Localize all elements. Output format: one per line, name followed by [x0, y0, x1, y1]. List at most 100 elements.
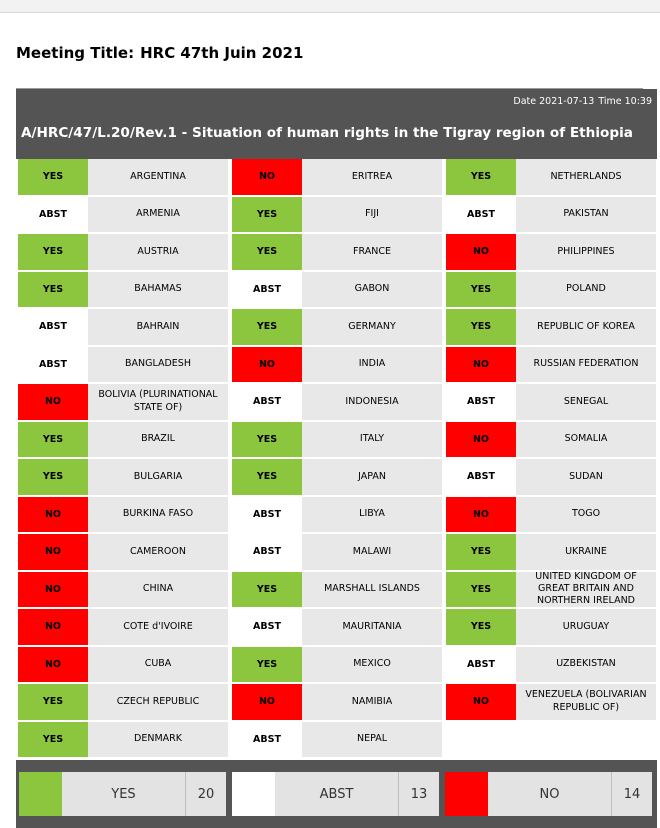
vote-cell: ABST: [18, 309, 88, 345]
vote-cell: NO: [18, 534, 88, 570]
country-name: CZECH REPUBLIC: [88, 684, 228, 720]
country-name: DENMARK: [88, 721, 228, 757]
vote-cell: NO: [232, 159, 302, 195]
vote-cell: ABST: [232, 496, 302, 532]
vote-totals-bar: YES 20 ABST 13 NO 14: [16, 760, 657, 828]
vote-cell: NO: [446, 421, 516, 457]
country-name: SUDAN: [516, 459, 656, 495]
country-name: INDONESIA: [302, 384, 442, 420]
vote-row: YES BAHAMAS ABST GABON YES POLAND: [16, 271, 657, 310]
country-name: JAPAN: [302, 459, 442, 495]
vote-cell: ABST: [18, 346, 88, 382]
country-name: CAMEROON: [88, 534, 228, 570]
vote-cell: NO: [446, 684, 516, 720]
vote-row: YES CZECH REPUBLIC NO NAMIBIA NO VENEZUELA (B…: [16, 684, 657, 722]
vote-cell: NO: [18, 571, 88, 607]
country-name: BULGARIA: [88, 459, 228, 495]
country-name: COTE d'IVOIRE: [88, 609, 228, 645]
vote-row: ABST ARMENIA YES FIJI ABST PAKISTAN: [16, 196, 657, 235]
country-name: BAHRAIN: [88, 309, 228, 345]
yes-total-count: 20: [185, 772, 226, 816]
vote-cell: YES: [446, 571, 516, 607]
vote-cell: YES: [18, 159, 88, 195]
vote-cell: ABST: [446, 459, 516, 495]
vote-cell: ABST: [446, 646, 516, 682]
vote-cell: NO: [18, 646, 88, 682]
country-name: CHINA: [88, 571, 228, 607]
vote-date: Date 2021-07-13: [513, 96, 595, 107]
country-name: POLAND: [516, 271, 656, 307]
vote-cell: NO: [446, 234, 516, 270]
country-name: GERMANY: [302, 309, 442, 345]
vote-cell: NO: [446, 346, 516, 382]
country-name: ARMENIA: [88, 196, 228, 232]
country-name: MAURITANIA: [302, 609, 442, 645]
country-name: NAMIBIA: [302, 684, 442, 720]
vote-cell: NO: [18, 609, 88, 645]
vote-row: NO CAMEROON ABST MALAWI YES UKRAINE: [16, 534, 657, 572]
country-name: REPUBLIC OF KOREA: [516, 309, 656, 345]
vote-row: YES AUSTRIA YES FRANCE NO PHILIPPINES: [16, 234, 657, 272]
country-name: CUBA: [88, 646, 228, 682]
country-name: VENEZUELA (BOLIVARIAN REPUBLIC OF): [516, 684, 656, 720]
vote-cell: ABST: [446, 384, 516, 420]
vote-row: NO CUBA YES MEXICO ABST UZBEKISTAN: [16, 646, 657, 685]
vote-cell: ABST: [232, 721, 302, 757]
vote-cell: ABST: [232, 271, 302, 307]
abst-total-label: ABST: [275, 772, 398, 816]
vote-row: NO BURKINA FASO ABST LIBYA NO TOGO: [16, 496, 657, 535]
meeting-title-label: Meeting Title:: [16, 44, 135, 62]
no-total-label: NO: [488, 772, 611, 816]
country-name: INDIA: [302, 346, 442, 382]
vote-cell: YES: [232, 309, 302, 345]
yes-swatch: [19, 772, 62, 816]
vote-time: Time 10:39: [598, 96, 652, 107]
vote-cell: YES: [18, 271, 88, 307]
country-name: MALAWI: [302, 534, 442, 570]
country-name: MARSHALL ISLANDS: [302, 571, 442, 607]
vote-row: YES BRAZIL YES ITALY NO SOMALIA: [16, 421, 657, 460]
vote-row: YES DENMARK ABST NEPAL: [16, 721, 657, 760]
country-name: BOLIVIA (PLURINATIONAL STATE OF): [88, 384, 228, 420]
vote-row: NO BOLIVIA (PLURINATIONAL STATE OF) ABST IN…: [16, 384, 657, 422]
vote-cell: NO: [446, 496, 516, 532]
vote-cell: YES: [446, 609, 516, 645]
country-name: RUSSIAN FEDERATION: [516, 346, 656, 382]
vote-cell: ABST: [18, 196, 88, 232]
vote-cell: YES: [232, 571, 302, 607]
vote-row: NO COTE d'IVOIRE ABST MAURITANIA YES URUGUAY: [16, 609, 657, 647]
vote-cell: ABST: [232, 384, 302, 420]
country-name: BANGLADESH: [88, 346, 228, 382]
vote-cell: YES: [232, 459, 302, 495]
meeting-title: Meeting Title: HRC 47th Juin 2021: [16, 44, 303, 62]
country-name: GABON: [302, 271, 442, 307]
vote-cell: YES: [446, 271, 516, 307]
abst-total-count: 13: [398, 772, 439, 816]
vote-cell: YES: [446, 159, 516, 195]
vote-cell: YES: [18, 684, 88, 720]
resolution-header: Date 2021-07-13 Time 10:39 A/HRC/47/L.20/…: [16, 89, 657, 159]
country-name: MEXICO: [302, 646, 442, 682]
no-swatch: [445, 772, 488, 816]
vote-cell: YES: [232, 234, 302, 270]
country-name: BURKINA FASO: [88, 496, 228, 532]
country-name: TOGO: [516, 496, 656, 532]
vote-datetime: Date 2021-07-13 Time 10:39: [513, 96, 652, 107]
country-name: SENEGAL: [516, 384, 656, 420]
country-name: ITALY: [302, 421, 442, 457]
country-name: FIJI: [302, 196, 442, 232]
yes-total-label: YES: [62, 772, 185, 816]
country-name: URUGUAY: [516, 609, 656, 645]
country-name: ARGENTINA: [88, 159, 228, 195]
top-bar: [0, 0, 660, 13]
vote-cell: ABST: [232, 609, 302, 645]
vote-cell: YES: [232, 646, 302, 682]
vote-cell: YES: [446, 309, 516, 345]
country-name: SOMALIA: [516, 421, 656, 457]
vote-cell: NO: [18, 384, 88, 420]
resolution-title: A/HRC/47/L.20/Rev.1 - Situation of human…: [21, 125, 633, 141]
no-total-count: 14: [611, 772, 652, 816]
vote-row: NO CHINA YES MARSHALL ISLANDS YES UNITED KING…: [16, 571, 657, 610]
vote-cell: YES: [18, 234, 88, 270]
country-name: NETHERLANDS: [516, 159, 656, 195]
